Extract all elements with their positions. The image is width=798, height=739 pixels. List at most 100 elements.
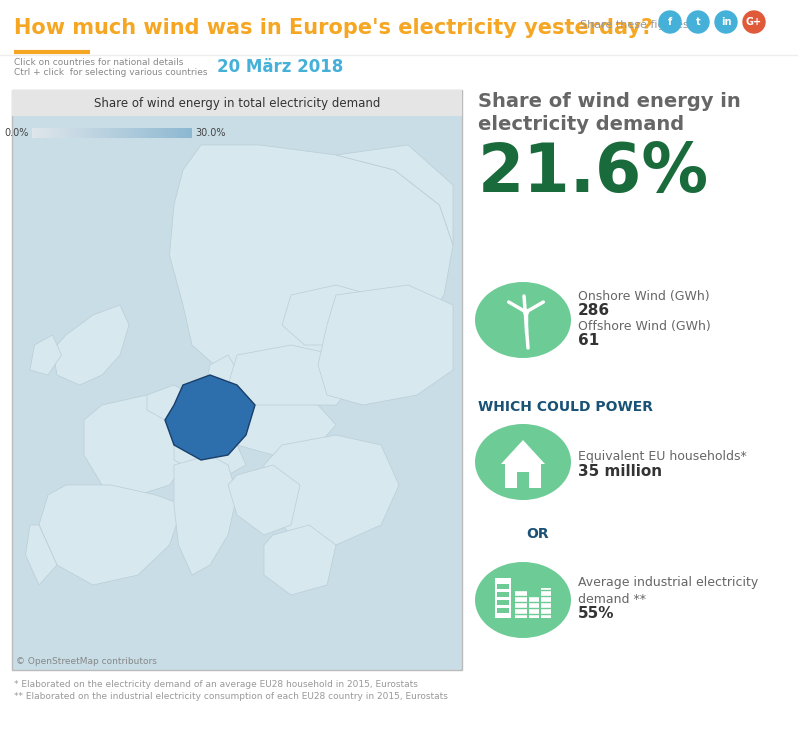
Text: 0.0%: 0.0% — [5, 128, 29, 138]
Text: WHICH COULD POWER: WHICH COULD POWER — [478, 400, 653, 414]
FancyBboxPatch shape — [124, 128, 125, 138]
FancyBboxPatch shape — [121, 128, 122, 138]
FancyBboxPatch shape — [163, 128, 164, 138]
FancyBboxPatch shape — [157, 128, 158, 138]
FancyBboxPatch shape — [73, 128, 74, 138]
FancyBboxPatch shape — [156, 128, 157, 138]
FancyBboxPatch shape — [166, 128, 167, 138]
FancyBboxPatch shape — [113, 128, 114, 138]
FancyBboxPatch shape — [184, 128, 185, 138]
Polygon shape — [174, 435, 246, 475]
FancyBboxPatch shape — [162, 128, 163, 138]
FancyBboxPatch shape — [143, 128, 144, 138]
FancyBboxPatch shape — [191, 128, 192, 138]
FancyBboxPatch shape — [182, 128, 183, 138]
Text: t: t — [696, 17, 701, 27]
FancyBboxPatch shape — [155, 128, 156, 138]
FancyBboxPatch shape — [55, 128, 56, 138]
FancyBboxPatch shape — [125, 128, 126, 138]
FancyBboxPatch shape — [154, 128, 155, 138]
FancyBboxPatch shape — [137, 128, 138, 138]
FancyBboxPatch shape — [60, 128, 61, 138]
FancyBboxPatch shape — [69, 128, 70, 138]
FancyBboxPatch shape — [78, 128, 79, 138]
FancyBboxPatch shape — [176, 128, 177, 138]
FancyBboxPatch shape — [39, 128, 40, 138]
FancyBboxPatch shape — [61, 128, 62, 138]
FancyBboxPatch shape — [505, 464, 541, 488]
FancyBboxPatch shape — [74, 128, 75, 138]
Text: Equivalent EU households*: Equivalent EU households* — [578, 450, 747, 463]
FancyBboxPatch shape — [105, 128, 106, 138]
FancyBboxPatch shape — [497, 592, 509, 597]
FancyBboxPatch shape — [529, 596, 539, 618]
FancyBboxPatch shape — [65, 128, 66, 138]
FancyBboxPatch shape — [72, 128, 73, 138]
Text: Share of wind energy in total electricity demand: Share of wind energy in total electricit… — [94, 97, 380, 109]
Polygon shape — [169, 145, 453, 395]
FancyBboxPatch shape — [149, 128, 150, 138]
FancyBboxPatch shape — [80, 128, 81, 138]
FancyBboxPatch shape — [75, 128, 76, 138]
FancyBboxPatch shape — [152, 128, 153, 138]
FancyBboxPatch shape — [83, 128, 84, 138]
FancyBboxPatch shape — [93, 128, 94, 138]
FancyBboxPatch shape — [164, 128, 165, 138]
FancyBboxPatch shape — [81, 128, 82, 138]
FancyBboxPatch shape — [97, 128, 98, 138]
FancyBboxPatch shape — [187, 128, 188, 138]
FancyBboxPatch shape — [40, 128, 41, 138]
Polygon shape — [228, 395, 336, 455]
Text: 21.6%: 21.6% — [478, 140, 709, 206]
FancyBboxPatch shape — [33, 128, 34, 138]
Ellipse shape — [475, 424, 571, 500]
Text: Average industrial electricity
demand **: Average industrial electricity demand ** — [578, 576, 758, 606]
Circle shape — [715, 11, 737, 33]
FancyBboxPatch shape — [116, 128, 117, 138]
FancyBboxPatch shape — [141, 128, 142, 138]
FancyBboxPatch shape — [42, 128, 43, 138]
Text: 61: 61 — [578, 333, 599, 348]
FancyBboxPatch shape — [85, 128, 86, 138]
FancyBboxPatch shape — [104, 128, 105, 138]
FancyBboxPatch shape — [66, 128, 67, 138]
FancyBboxPatch shape — [62, 128, 63, 138]
Polygon shape — [318, 285, 453, 405]
FancyBboxPatch shape — [109, 128, 110, 138]
Text: How much wind was in Europe's electricity yesterday?: How much wind was in Europe's electricit… — [14, 18, 653, 38]
FancyBboxPatch shape — [107, 128, 108, 138]
FancyBboxPatch shape — [59, 128, 60, 138]
FancyBboxPatch shape — [178, 128, 179, 138]
Text: electricity demand: electricity demand — [478, 115, 684, 134]
Polygon shape — [264, 525, 336, 595]
FancyBboxPatch shape — [53, 128, 54, 138]
FancyBboxPatch shape — [43, 128, 44, 138]
FancyBboxPatch shape — [90, 128, 91, 138]
FancyBboxPatch shape — [134, 128, 135, 138]
FancyBboxPatch shape — [35, 128, 36, 138]
FancyBboxPatch shape — [120, 128, 121, 138]
FancyBboxPatch shape — [189, 128, 190, 138]
FancyBboxPatch shape — [54, 128, 55, 138]
FancyBboxPatch shape — [186, 128, 187, 138]
Polygon shape — [53, 305, 129, 385]
Polygon shape — [228, 345, 354, 405]
FancyBboxPatch shape — [63, 128, 64, 138]
Polygon shape — [84, 395, 201, 495]
FancyBboxPatch shape — [185, 128, 186, 138]
FancyBboxPatch shape — [172, 128, 173, 138]
FancyBboxPatch shape — [179, 128, 180, 138]
FancyBboxPatch shape — [142, 128, 143, 138]
Polygon shape — [206, 355, 237, 395]
FancyBboxPatch shape — [77, 128, 78, 138]
FancyBboxPatch shape — [32, 128, 33, 138]
FancyBboxPatch shape — [153, 128, 154, 138]
Text: OR: OR — [526, 527, 549, 541]
Text: © OpenStreetMap contributors: © OpenStreetMap contributors — [16, 657, 157, 666]
FancyBboxPatch shape — [110, 128, 111, 138]
FancyBboxPatch shape — [70, 128, 71, 138]
FancyBboxPatch shape — [58, 128, 59, 138]
FancyBboxPatch shape — [114, 128, 115, 138]
Text: 20 März 2018: 20 März 2018 — [217, 58, 343, 76]
FancyBboxPatch shape — [12, 90, 462, 116]
